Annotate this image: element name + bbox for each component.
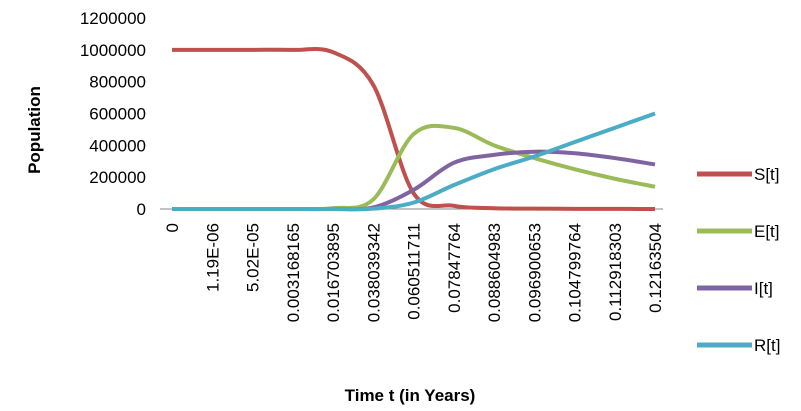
x-tick-label: 0.038039342 <box>364 223 383 322</box>
y-tick-label: 1200000 <box>80 9 146 28</box>
series-line-st <box>171 47 656 211</box>
y-tick-label: 1000000 <box>80 41 146 60</box>
x-tick-label: 5.02E-05 <box>244 223 263 292</box>
series-lines <box>171 47 656 212</box>
y-tick-label: 600000 <box>89 105 146 124</box>
x-axis-title: Time t (in Years) <box>345 386 476 405</box>
legend-label: I[t] <box>754 279 773 298</box>
y-axis-title: Population <box>25 86 44 174</box>
legend-label: R[t] <box>754 336 780 355</box>
x-tick-label: 1.19E-06 <box>203 223 222 292</box>
x-tick-label: 0.016703895 <box>324 223 343 322</box>
x-tick-label: 0.088604983 <box>485 223 504 322</box>
y-tick-label: 400000 <box>89 136 146 155</box>
x-axis-ticks: 0 1.19E-06 5.02E-05 0.003168165 0.016703895 0… <box>163 223 665 322</box>
y-tick-label: 200000 <box>89 168 146 187</box>
x-tick-label: 0.12163504 <box>646 223 665 313</box>
x-tick-label: 0 <box>163 223 182 232</box>
x-tick-label: 0.104799764 <box>566 223 585 322</box>
x-tick-label: 0.003168165 <box>284 223 303 322</box>
x-tick-label: 0.060511711 <box>405 223 424 320</box>
series-line-rt <box>172 111 656 212</box>
x-tick-label: 0.07847764 <box>445 223 464 313</box>
x-tick-label: 0.112918303 <box>606 223 625 321</box>
legend-label: E[t] <box>754 222 780 241</box>
y-tick-label: 0 <box>137 200 146 219</box>
y-axis-ticks: 0 200000 400000 600000 800000 1000000 1200000 <box>80 9 146 219</box>
legend: S[t] E[t] I[t] R[t] <box>697 165 780 355</box>
legend-label: S[t] <box>754 165 780 184</box>
y-tick-label: 800000 <box>89 73 146 92</box>
x-tick-label: 0.096900653 <box>525 223 544 322</box>
